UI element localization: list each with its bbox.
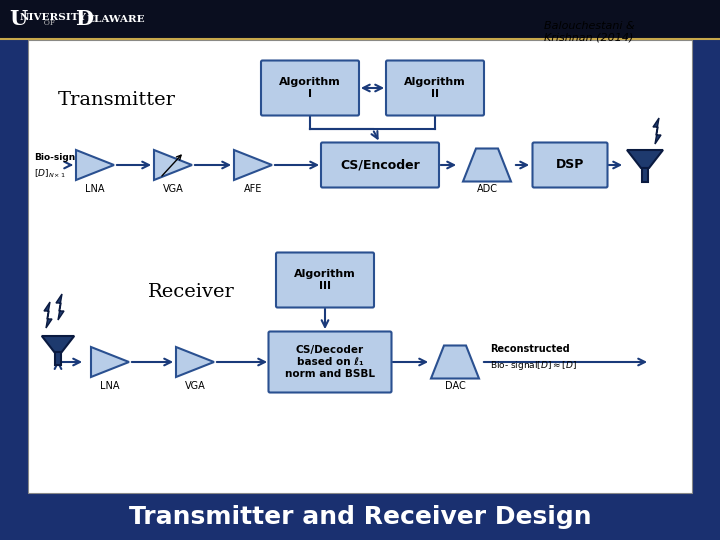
Polygon shape — [653, 118, 661, 144]
Text: Balouchestani &
Krishnan (2014): Balouchestani & Krishnan (2014) — [544, 21, 634, 43]
Polygon shape — [431, 346, 479, 379]
Text: U: U — [9, 9, 27, 29]
Polygon shape — [91, 347, 129, 377]
Polygon shape — [642, 168, 648, 182]
Text: ELAWARE: ELAWARE — [86, 15, 145, 24]
Polygon shape — [55, 352, 60, 365]
Polygon shape — [56, 294, 64, 320]
Polygon shape — [234, 150, 272, 180]
Text: DAC: DAC — [445, 381, 465, 391]
Polygon shape — [42, 336, 74, 352]
Text: CS/Encoder: CS/Encoder — [340, 159, 420, 172]
Polygon shape — [76, 150, 114, 180]
Bar — [0, 494, 720, 540]
Text: AFE: AFE — [244, 184, 262, 194]
Polygon shape — [176, 347, 214, 377]
Text: OF: OF — [20, 19, 55, 27]
Text: Bio-signal: Bio-signal — [34, 152, 84, 161]
Text: D: D — [75, 9, 93, 29]
Text: VGA: VGA — [163, 184, 184, 194]
FancyBboxPatch shape — [261, 60, 359, 116]
FancyBboxPatch shape — [269, 332, 392, 393]
Text: Algorithm
III: Algorithm III — [294, 269, 356, 291]
Text: $[D]_{N\times 1}$: $[D]_{N\times 1}$ — [34, 168, 66, 180]
Bar — [28, 40, 692, 493]
Text: VGA: VGA — [184, 381, 205, 391]
Text: Transmitter and Receiver Design: Transmitter and Receiver Design — [129, 505, 591, 529]
FancyBboxPatch shape — [533, 143, 608, 187]
FancyBboxPatch shape — [276, 253, 374, 307]
Text: Transmitter: Transmitter — [58, 91, 176, 109]
Text: ADC: ADC — [477, 184, 498, 194]
Text: Algorithm
I: Algorithm I — [279, 77, 341, 99]
Text: DSP: DSP — [556, 159, 584, 172]
Polygon shape — [627, 150, 663, 168]
FancyBboxPatch shape — [321, 143, 439, 187]
Text: LNA: LNA — [85, 184, 104, 194]
Bar — [0, 0, 720, 38]
Text: Algorithm
II: Algorithm II — [404, 77, 466, 99]
Text: Bio- signal$[D]\approx[D]$: Bio- signal$[D]\approx[D]$ — [490, 360, 577, 373]
Text: CS/Decoder
based on ℓ₁
norm and BSBL: CS/Decoder based on ℓ₁ norm and BSBL — [285, 346, 375, 379]
Polygon shape — [463, 148, 511, 181]
Text: Reconstructed: Reconstructed — [490, 344, 570, 354]
Text: Receiver: Receiver — [148, 283, 235, 301]
Text: NIVERSITY: NIVERSITY — [20, 12, 87, 22]
Text: LNA: LNA — [100, 381, 120, 391]
Polygon shape — [154, 150, 192, 180]
FancyBboxPatch shape — [386, 60, 484, 116]
Polygon shape — [44, 302, 52, 328]
